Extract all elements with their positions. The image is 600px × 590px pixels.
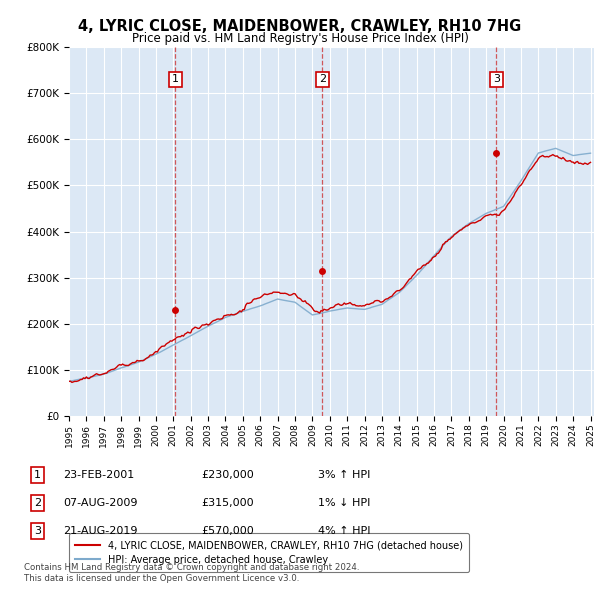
Text: 4, LYRIC CLOSE, MAIDENBOWER, CRAWLEY, RH10 7HG: 4, LYRIC CLOSE, MAIDENBOWER, CRAWLEY, RH…	[79, 19, 521, 34]
Text: 21-AUG-2019: 21-AUG-2019	[63, 526, 137, 536]
Text: £570,000: £570,000	[201, 526, 254, 536]
Text: 3: 3	[34, 526, 41, 536]
Text: 07-AUG-2009: 07-AUG-2009	[63, 498, 137, 507]
Legend: 4, LYRIC CLOSE, MAIDENBOWER, CRAWLEY, RH10 7HG (detached house), HPI: Average pr: 4, LYRIC CLOSE, MAIDENBOWER, CRAWLEY, RH…	[68, 533, 469, 572]
Text: This data is licensed under the Open Government Licence v3.0.: This data is licensed under the Open Gov…	[24, 574, 299, 583]
Text: £230,000: £230,000	[201, 470, 254, 480]
Text: 3% ↑ HPI: 3% ↑ HPI	[318, 470, 370, 480]
Text: 2: 2	[34, 498, 41, 507]
Text: 23-FEB-2001: 23-FEB-2001	[63, 470, 134, 480]
Text: Price paid vs. HM Land Registry's House Price Index (HPI): Price paid vs. HM Land Registry's House …	[131, 32, 469, 45]
Text: 3: 3	[493, 74, 500, 84]
Text: £315,000: £315,000	[201, 498, 254, 507]
Text: 1: 1	[172, 74, 179, 84]
Text: Contains HM Land Registry data © Crown copyright and database right 2024.: Contains HM Land Registry data © Crown c…	[24, 563, 359, 572]
Text: 1: 1	[34, 470, 41, 480]
Text: 4% ↑ HPI: 4% ↑ HPI	[318, 526, 371, 536]
Text: 2: 2	[319, 74, 326, 84]
Text: 1% ↓ HPI: 1% ↓ HPI	[318, 498, 370, 507]
